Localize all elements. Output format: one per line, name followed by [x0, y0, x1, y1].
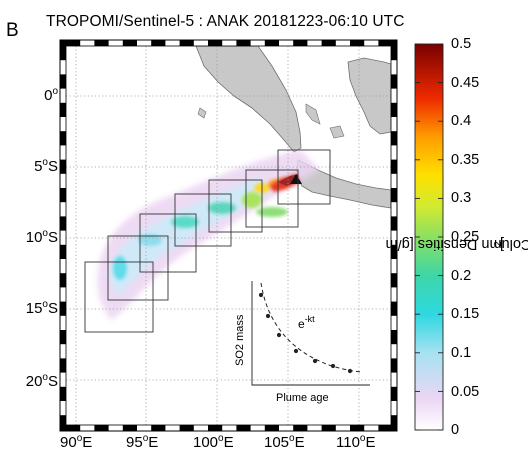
analysis-box-6 [245, 169, 299, 228]
cb-tick-0.15: 0.15 [451, 306, 480, 322]
decay-curve [260, 282, 363, 373]
land-java [295, 159, 391, 209]
lon-label-90e: 90oE [60, 433, 93, 451]
land-bangka [305, 103, 321, 125]
cb-tick-0.35: 0.35 [451, 152, 480, 168]
map-content: SO2 mass Plume age e-kt [66, 46, 391, 425]
colorbar-tickmarks [415, 43, 443, 431]
cb-tick-0.05: 0.05 [451, 384, 480, 400]
colorbar-title: UTLS - Slant Column Densities [g/m2] [385, 236, 528, 252]
inset-xlabel: Plume age [276, 392, 329, 404]
cb-tick-0.45: 0.45 [451, 75, 480, 91]
cb-tick-0.4: 0.4 [451, 113, 472, 129]
lon-label-100e: 100oE [193, 433, 234, 451]
cb-tick-0.5: 0.5 [451, 36, 472, 52]
cb-tick-0: 0 [451, 422, 460, 438]
cb-tick-0.3: 0.3 [451, 190, 472, 206]
map-title: TROPOMI/Sentinel-5 : ANAK 20181223-06:10… [46, 13, 405, 30]
inset-ylabel: SO2 mass [234, 314, 246, 366]
analysis-box-1 [84, 261, 154, 333]
analysis-box-4 [174, 193, 232, 247]
map-grid [66, 46, 391, 425]
lat-label-10s: 10oS [25, 228, 58, 246]
decay-inset: SO2 mass Plume age e-kt [234, 281, 370, 404]
panel-letter: B [6, 20, 19, 41]
cb-tick-0.25: 0.25 [451, 229, 480, 245]
volcano-marker-triangle [290, 174, 302, 184]
inset-formula: e-kt [298, 314, 315, 331]
cb-tick-0.1: 0.1 [451, 345, 472, 361]
lat-label-5s: 5oS [34, 157, 58, 175]
lat-label-0: 0o [44, 86, 58, 104]
lat-label-20s: 20oS [25, 372, 58, 390]
lat-label-15s: 15oS [25, 299, 58, 317]
lon-label-110e: 110oE [336, 433, 376, 451]
analysis-box-2 [107, 235, 169, 301]
land-islet [197, 107, 207, 119]
analysis-box-7 [277, 149, 331, 205]
map-frame [59, 39, 398, 432]
cb-tick-0.2: 0.2 [451, 268, 472, 284]
land-belitung [329, 125, 345, 139]
analysis-boxes [84, 149, 331, 333]
lon-label-105e: 105oE [264, 433, 305, 451]
analysis-box-3 [139, 213, 197, 273]
analysis-box-5 [208, 179, 263, 233]
lon-label-95e: 95oE [126, 433, 159, 451]
